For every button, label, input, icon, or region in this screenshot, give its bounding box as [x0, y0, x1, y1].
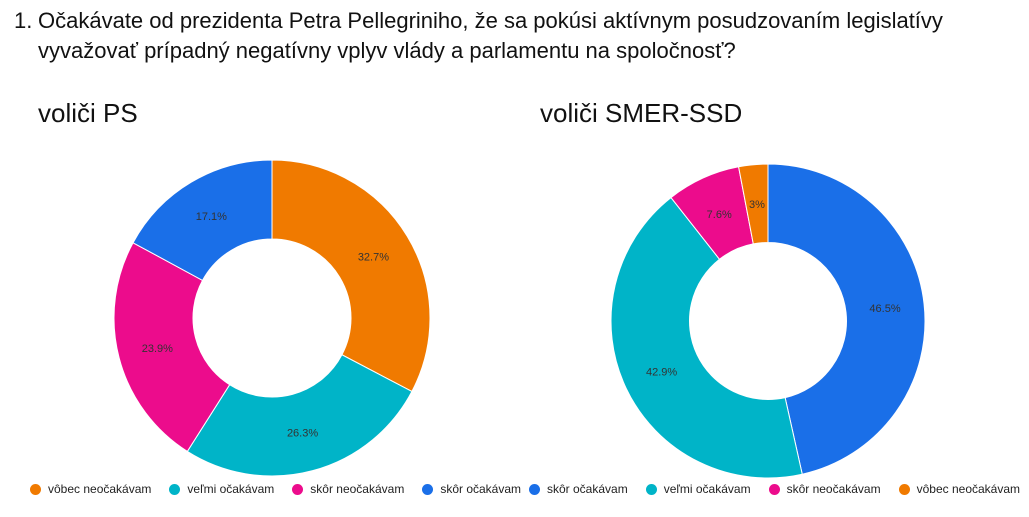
donut-slice	[737, 163, 769, 245]
legend-label: skôr očakávam	[547, 482, 628, 496]
slice-value-label: 23.9%	[142, 343, 173, 355]
slice-value-label: 26.3%	[287, 427, 318, 439]
legend-item: veľmi očakávam	[645, 482, 751, 496]
legend-item: skôr neočakávam	[292, 482, 404, 496]
legend-item: skôr očakávam	[529, 482, 628, 496]
donut-slice	[113, 242, 231, 453]
legend-label: veľmi očakávam	[187, 482, 275, 496]
legend-label: veľmi očakávam	[663, 482, 751, 496]
legend-item: veľmi očakávam	[169, 482, 274, 496]
donut-slice	[186, 354, 413, 477]
donut-slice	[610, 196, 803, 479]
legend-item: skôr neočakávam	[768, 482, 881, 496]
legend-label: vôbec neočakávam	[48, 482, 152, 496]
donut-chart-smer: 46.5% 42.9% 7.6% 3%	[610, 163, 926, 479]
legend-label: skôr neočakávam	[310, 482, 405, 496]
legend-color-dot	[422, 483, 434, 495]
question-number: 1.	[14, 8, 33, 33]
legend-ps: vôbec neočakávam veľmi očakávam skôr neoča…	[30, 482, 539, 496]
legend-color-dot	[169, 483, 181, 495]
donut-slice	[767, 163, 926, 475]
chart-title-smer: voliči SMER-SSD	[540, 98, 743, 128]
legend-label: skôr očakávam	[440, 482, 522, 496]
slice-value-label: 42.9%	[646, 366, 677, 378]
slice-value-label: 46.5%	[869, 303, 900, 315]
slice-value-label: 3%	[749, 199, 765, 211]
legend-color-dot	[645, 483, 657, 495]
chart-title-ps: voliči PS	[38, 98, 138, 128]
legend-smer: skôr očakávam veľmi očakávam skôr neočakáv…	[529, 482, 1029, 496]
legend-color-dot	[292, 483, 304, 495]
legend-color-dot	[529, 483, 540, 495]
legend-item: vôbec neočakávam	[898, 482, 1021, 496]
legend-color-dot	[768, 483, 780, 495]
legend-color-dot	[30, 483, 41, 495]
slice-value-label: 17.1%	[196, 211, 227, 223]
legend-item: vôbec neočakávam	[30, 482, 151, 496]
slice-value-label: 32.7%	[358, 252, 389, 264]
question-text: Očakávate od prezidenta Petra Pellegrini…	[38, 8, 943, 63]
legend-item: skôr očakávam	[422, 482, 521, 496]
donut-chart-ps: 32.7% 26.3% 23.9% 17.1%	[113, 159, 431, 477]
legend-label: skôr neočakávam	[786, 482, 881, 496]
donut-slice	[271, 159, 431, 393]
question: 1. Očakávate od prezidenta Petra Pellegr…	[14, 6, 1019, 66]
slice-value-label: 7.6%	[707, 209, 732, 221]
legend-color-dot	[898, 483, 910, 495]
donut-slice	[132, 159, 273, 282]
legend-label: vôbec neočakávam	[916, 482, 1021, 496]
